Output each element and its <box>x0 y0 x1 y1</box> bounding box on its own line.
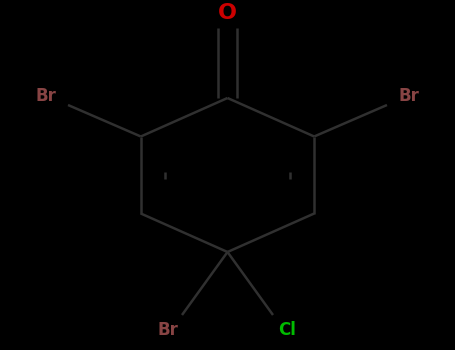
Text: Br: Br <box>399 87 419 105</box>
Text: Cl: Cl <box>278 321 297 339</box>
Text: Br: Br <box>36 87 56 105</box>
Text: Br: Br <box>157 321 178 339</box>
Text: O: O <box>218 3 237 23</box>
